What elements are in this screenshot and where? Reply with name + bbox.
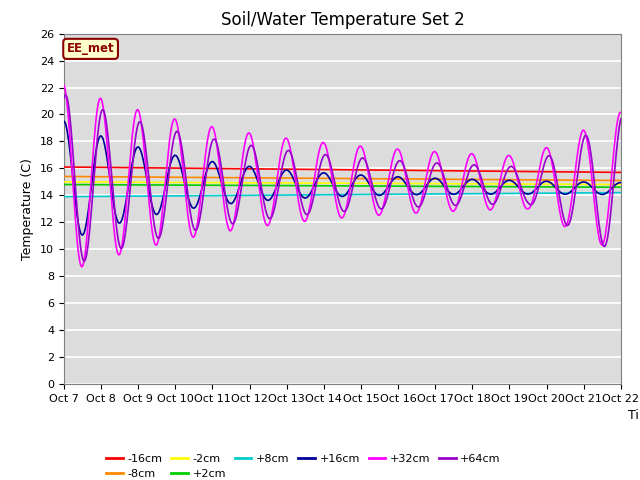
Title: Soil/Water Temperature Set 2: Soil/Water Temperature Set 2 bbox=[221, 11, 464, 29]
Legend: -16cm, -8cm, -2cm, +2cm, +8cm, +16cm, +32cm, +64cm: -16cm, -8cm, -2cm, +2cm, +8cm, +16cm, +3… bbox=[102, 449, 505, 480]
X-axis label: Time: Time bbox=[628, 408, 640, 421]
Text: EE_met: EE_met bbox=[67, 42, 115, 55]
Y-axis label: Temperature (C): Temperature (C) bbox=[22, 158, 35, 260]
